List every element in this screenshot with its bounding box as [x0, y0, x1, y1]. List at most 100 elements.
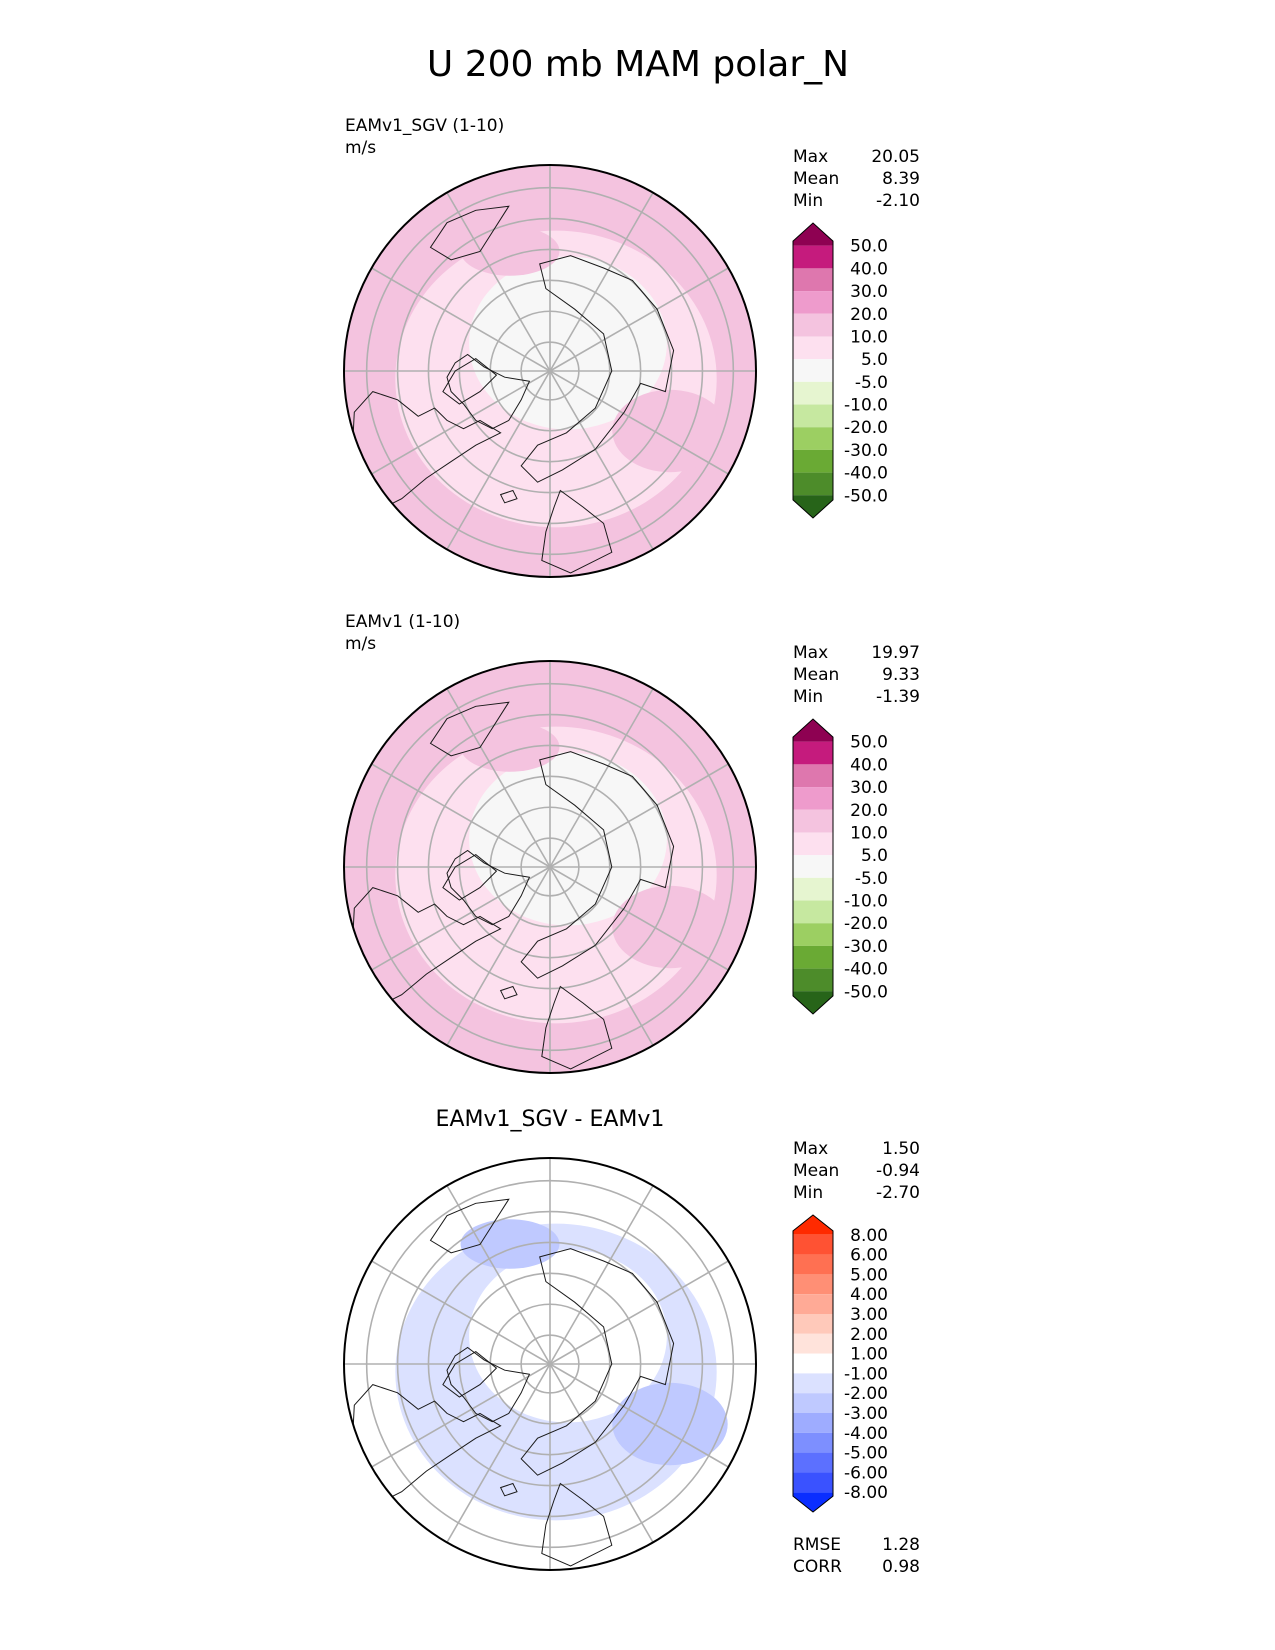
colorbar-tick-label: -20.0 — [844, 418, 888, 438]
colorbar-swatch — [793, 404, 833, 428]
stat-value: -2.70 — [876, 1183, 920, 1203]
colorbar-tick-label: 1.00 — [850, 1345, 888, 1365]
meridian-line — [371, 1363, 551, 1468]
extra-stat-value: 1.28 — [882, 1535, 920, 1555]
stat-value: -1.39 — [876, 687, 920, 707]
colorbar: 50.040.0 30.0 20.010.0 5.0 -5.0 -10.0-20.0 -30… — [792, 718, 888, 1015]
meridian-line — [549, 866, 729, 971]
stat-label: Mean — [793, 1161, 839, 1181]
stat-label: Min — [793, 1183, 823, 1203]
map-panel-3: EAMv1_SGV - EAMv1 Max 1.50 Mean -0.94 Min -2.7… — [343, 1107, 920, 1577]
colorbar-tick-label: -30.0 — [844, 441, 888, 461]
coastline — [351, 887, 502, 1008]
coastline — [520, 1248, 675, 1476]
map-panel-1: EAMv1_SGV (1-10)m/s Max 20.05 Mean 8.39 Min -2… — [343, 116, 920, 578]
meridian-line — [549, 688, 654, 868]
stat-value: 19.97 — [871, 643, 920, 663]
coastline — [520, 751, 675, 979]
colorbar-tick-label: 4.00 — [850, 1285, 888, 1305]
colorbar-outline — [792, 1214, 834, 1513]
colorbar-tick-label: 50.0 — [850, 733, 888, 753]
colorbar-tick-label: 20.0 — [850, 801, 888, 821]
coastlines — [351, 701, 675, 1070]
colorbar-swatch — [793, 268, 833, 292]
colorbar-tick-label: -50.0 — [844, 486, 888, 506]
meridian-line — [371, 866, 551, 971]
colorbar-swatch — [793, 1314, 833, 1334]
map-frame — [343, 1157, 757, 1571]
stat-label: Mean — [793, 665, 839, 685]
colorbar-outline — [792, 718, 834, 1015]
colorbar: 8.006.005.004.003.002.001.00-1.00-2.00-3… — [792, 1214, 888, 1513]
colorbar-tick-label: 10.0 — [850, 327, 888, 347]
meridian-line — [549, 866, 654, 1046]
colorbar-tick-label: 20.0 — [850, 305, 888, 325]
colorbar-tick-label: 2.00 — [850, 1325, 888, 1345]
colorbar-swatch — [793, 741, 833, 765]
map-frame — [343, 660, 757, 1074]
figure-title: U 200 mb MAM polar_N — [427, 44, 849, 85]
colorbar-tick-label: 5.0 — [861, 846, 888, 866]
coastline — [499, 489, 518, 504]
meridian-line — [446, 370, 551, 550]
colorbar-swatch — [793, 245, 833, 269]
stat-label: Max — [793, 147, 828, 167]
meridian-line — [446, 688, 551, 868]
colorbar-swatch — [793, 1333, 833, 1354]
coastline — [351, 1384, 502, 1505]
contour-patch — [460, 226, 560, 276]
coastline — [429, 205, 510, 261]
meridian-line — [549, 1260, 729, 1365]
stat-label: Max — [793, 1139, 828, 1159]
colorbar-outline — [792, 222, 834, 519]
colorbar-swatch — [793, 1234, 833, 1255]
contour-core — [469, 1249, 667, 1423]
graticule — [344, 165, 756, 577]
stat-label: Min — [793, 687, 823, 707]
colorbar-swatch — [793, 1452, 833, 1473]
colorbar-tick-label: 8.00 — [850, 1226, 888, 1246]
stat-label: Mean — [793, 169, 839, 189]
panel-title: EAMv1 (1-10) — [345, 612, 460, 632]
colorbar-swatch — [793, 472, 833, 496]
coastlines — [351, 1198, 675, 1567]
colorbar-tick-label: -40.0 — [844, 464, 888, 484]
colorbar-swatch — [793, 1294, 833, 1314]
extra-stat-label: CORR — [793, 1557, 842, 1577]
colorbar-swatch — [793, 1215, 833, 1235]
colorbar-swatch — [793, 719, 833, 742]
colorbar-tick-label: 40.0 — [850, 755, 888, 775]
coastline — [446, 849, 531, 926]
coastline — [351, 391, 502, 512]
map-frame — [343, 164, 757, 578]
colorbar-swatch — [793, 359, 833, 382]
colorbar-tick-label: 30.0 — [850, 282, 888, 302]
graticule — [344, 1158, 756, 1570]
panel-units: m/s — [345, 634, 376, 654]
map-panel-2: EAMv1 (1-10)m/s Max 19.97 Mean 9.33 Min -1.39 5… — [343, 612, 920, 1074]
colorbar-tick-label: -2.00 — [844, 1384, 888, 1404]
colorbar-tick-label: 30.0 — [850, 778, 888, 798]
meridian-line — [446, 866, 551, 1046]
stat-label: Max — [793, 643, 828, 663]
colorbar-swatch — [793, 381, 833, 405]
colorbar-swatch — [793, 900, 833, 924]
meridian-line — [549, 1185, 654, 1365]
meridian-line — [549, 370, 729, 475]
colorbar-swatch — [793, 809, 833, 833]
colorbar-swatch — [793, 449, 833, 473]
coastline — [442, 357, 498, 405]
colorbar-swatch — [793, 1373, 833, 1394]
colorbar-tick-label: 5.00 — [850, 1265, 888, 1285]
colorbar-swatch — [793, 855, 833, 878]
meridian-line — [371, 370, 551, 475]
colorbar-swatch — [793, 495, 833, 518]
colorbar-swatch — [793, 764, 833, 788]
stat-value: 8.39 — [882, 169, 920, 189]
coastline — [520, 255, 675, 483]
coastline — [429, 1198, 510, 1254]
contour-patch — [460, 1219, 560, 1269]
stat-label: Min — [793, 191, 823, 211]
colorbar-swatch — [793, 291, 833, 314]
meridian-line — [549, 763, 729, 868]
